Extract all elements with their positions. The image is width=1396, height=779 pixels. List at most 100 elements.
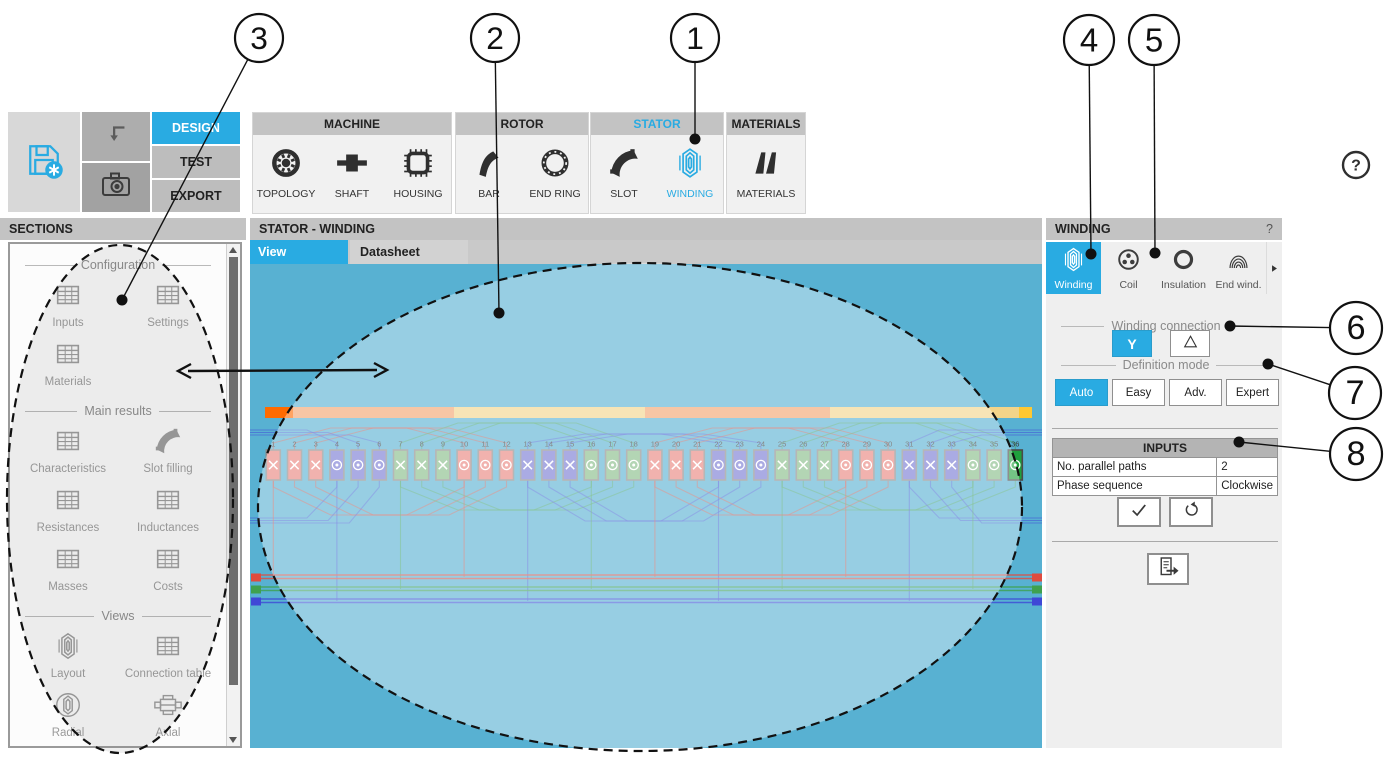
callout-number: 5 xyxy=(1145,22,1163,59)
sidebar-item-characteristics[interactable]: Characteristics xyxy=(18,426,118,475)
section-header-views: Views xyxy=(18,609,218,623)
svg-text:11: 11 xyxy=(481,440,489,449)
svg-text:12: 12 xyxy=(502,440,510,449)
input-value[interactable]: Clockwise xyxy=(1216,476,1278,496)
nav-design-button[interactable]: DESIGN xyxy=(152,112,240,144)
table-row[interactable]: No. parallel paths 2 xyxy=(1051,457,1278,477)
nav-test-button[interactable]: TEST xyxy=(152,146,240,178)
ribbon-item-end-ring[interactable]: END RING xyxy=(524,146,586,200)
sidebar-item-connection-table[interactable]: Connection table xyxy=(118,631,218,680)
svg-text:29: 29 xyxy=(863,440,871,449)
sidebar-item-label: Characteristics xyxy=(29,463,107,475)
sidebar-item-label: Layout xyxy=(50,668,86,680)
scroll-down-icon[interactable] xyxy=(229,737,237,743)
help-button[interactable]: ? xyxy=(1340,149,1372,181)
sidebar-item-label: Inductances xyxy=(136,522,199,534)
ribbon-group-title: ROTOR xyxy=(456,113,588,135)
panel-tab-end-wind[interactable]: End wind. xyxy=(1211,242,1267,294)
sidebar-item-inputs[interactable]: Inputs xyxy=(18,280,118,329)
sidebar-item-axial[interactable]: Axial xyxy=(118,690,218,739)
table-icon xyxy=(153,544,183,579)
panel-tab-coil[interactable]: Coil xyxy=(1101,242,1157,294)
nav-export-button[interactable]: EXPORT xyxy=(152,180,240,212)
ribbon-item-housing[interactable]: HOUSING xyxy=(387,146,449,200)
callout-circle xyxy=(469,12,521,64)
import-button[interactable] xyxy=(82,112,150,161)
more-tabs-button[interactable] xyxy=(1268,262,1282,276)
panel-tab-insulation[interactable]: Insulation xyxy=(1156,242,1212,294)
ribbon-item-winding[interactable]: WINDING xyxy=(659,146,721,200)
tab-view[interactable]: View xyxy=(250,240,348,264)
sidebar-item-label: Materials xyxy=(44,376,92,388)
apply-button[interactable] xyxy=(1117,497,1161,527)
callout-number: 8 xyxy=(1346,435,1365,473)
ribbon-item-materials[interactable]: MATERIALS xyxy=(735,146,797,200)
sections-panel-title: SECTIONS xyxy=(0,218,246,240)
tab-datasheet[interactable]: Datasheet xyxy=(350,240,468,264)
sidebar-item-slot-filling[interactable]: Slot filling xyxy=(118,426,218,475)
section-header-configuration: Configuration xyxy=(18,258,218,272)
ribbon-group-machine: MACHINE TOPOLOGY SHAFT HOUSING xyxy=(252,112,452,214)
ribbon-item-bar[interactable]: BAR xyxy=(458,146,520,200)
mode-expert-button[interactable]: Expert xyxy=(1226,379,1279,406)
sidebar-item-materials[interactable]: Materials xyxy=(18,339,118,388)
table-icon xyxy=(153,631,183,666)
table-icon xyxy=(53,544,83,579)
callout-circle xyxy=(1328,300,1384,356)
table-row[interactable]: Phase sequence Clockwise xyxy=(1051,476,1278,496)
svg-text:18: 18 xyxy=(630,440,638,449)
save-project-button[interactable] xyxy=(8,112,80,212)
sidebar-item-masses[interactable]: Masses xyxy=(18,544,118,593)
svg-text:19: 19 xyxy=(651,440,659,449)
section-header-main-results: Main results xyxy=(18,404,218,418)
scrollbar-thumb[interactable] xyxy=(229,257,238,685)
ribbon-item-shaft[interactable]: SHAFT xyxy=(321,146,383,200)
sidebar-item-settings[interactable]: Settings xyxy=(118,280,218,329)
input-value[interactable]: 2 xyxy=(1216,457,1278,477)
sidebar-item-costs[interactable]: Costs xyxy=(118,544,218,593)
callout-circle xyxy=(669,12,721,64)
winding-diagram-canvas[interactable]: 1 2 3 4 5 6 7 8 9 10 11 12 13 14 15 16 17 18 19 20 21 22 23 24 2… xyxy=(250,264,1042,748)
scroll-up-icon[interactable] xyxy=(229,247,237,253)
mode-auto-button[interactable]: Auto xyxy=(1055,379,1108,406)
sections-scrollbar[interactable] xyxy=(226,244,240,746)
panel-tab-label: End wind. xyxy=(1215,278,1262,291)
reset-button[interactable] xyxy=(1169,497,1213,527)
sidebar-item-layout[interactable]: Layout xyxy=(18,631,118,680)
winding-panel-title: WINDING ? xyxy=(1046,218,1282,240)
ribbon-item-slot[interactable]: SLOT xyxy=(593,146,655,200)
ribbon-group-rotor: ROTOR BAR END RING xyxy=(455,112,589,214)
panel-tab-winding[interactable]: Winding xyxy=(1046,242,1102,294)
ribbon-item-topology[interactable]: TOPOLOGY xyxy=(255,146,317,200)
mode-easy-button[interactable]: Easy xyxy=(1112,379,1165,406)
end-winding-icon xyxy=(1225,246,1252,278)
panel-divider xyxy=(1052,428,1278,429)
sidebar-item-label: Settings xyxy=(147,317,189,329)
inputs-table: INPUTS No. parallel paths 2 Phase sequen… xyxy=(1051,438,1278,496)
callout-circle xyxy=(233,12,285,64)
radial-view-icon xyxy=(53,690,83,725)
ribbon-group-title: MACHINE xyxy=(253,113,451,135)
mode-adv-button[interactable]: Adv. xyxy=(1169,379,1222,406)
undo-icon xyxy=(101,119,131,154)
snapshot-button[interactable] xyxy=(82,163,150,212)
svg-text:21: 21 xyxy=(693,440,701,449)
sidebar-item-radial[interactable]: Radial xyxy=(18,690,118,739)
svg-text:16: 16 xyxy=(587,440,595,449)
sidebar-item-resistances[interactable]: Resistances xyxy=(18,485,118,534)
topology-icon xyxy=(269,146,303,185)
callout-number: 4 xyxy=(1080,22,1098,59)
sidebar-item-inductances[interactable]: Inductances xyxy=(118,485,218,534)
svg-text:23: 23 xyxy=(736,440,744,449)
svg-text:2: 2 xyxy=(292,440,296,449)
connection-wye-button[interactable]: Y xyxy=(1112,330,1152,357)
export-result-button[interactable] xyxy=(1147,553,1189,585)
materials-icon xyxy=(749,146,783,185)
connection-delta-button[interactable] xyxy=(1170,330,1210,357)
panel-divider xyxy=(1052,541,1278,542)
svg-text:6: 6 xyxy=(377,440,381,449)
ribbon-group-stator: STATOR SLOT WINDING xyxy=(590,112,724,214)
save-icon xyxy=(24,140,64,185)
panel-help-button[interactable]: ? xyxy=(1266,222,1273,236)
svg-text:1: 1 xyxy=(271,440,275,449)
